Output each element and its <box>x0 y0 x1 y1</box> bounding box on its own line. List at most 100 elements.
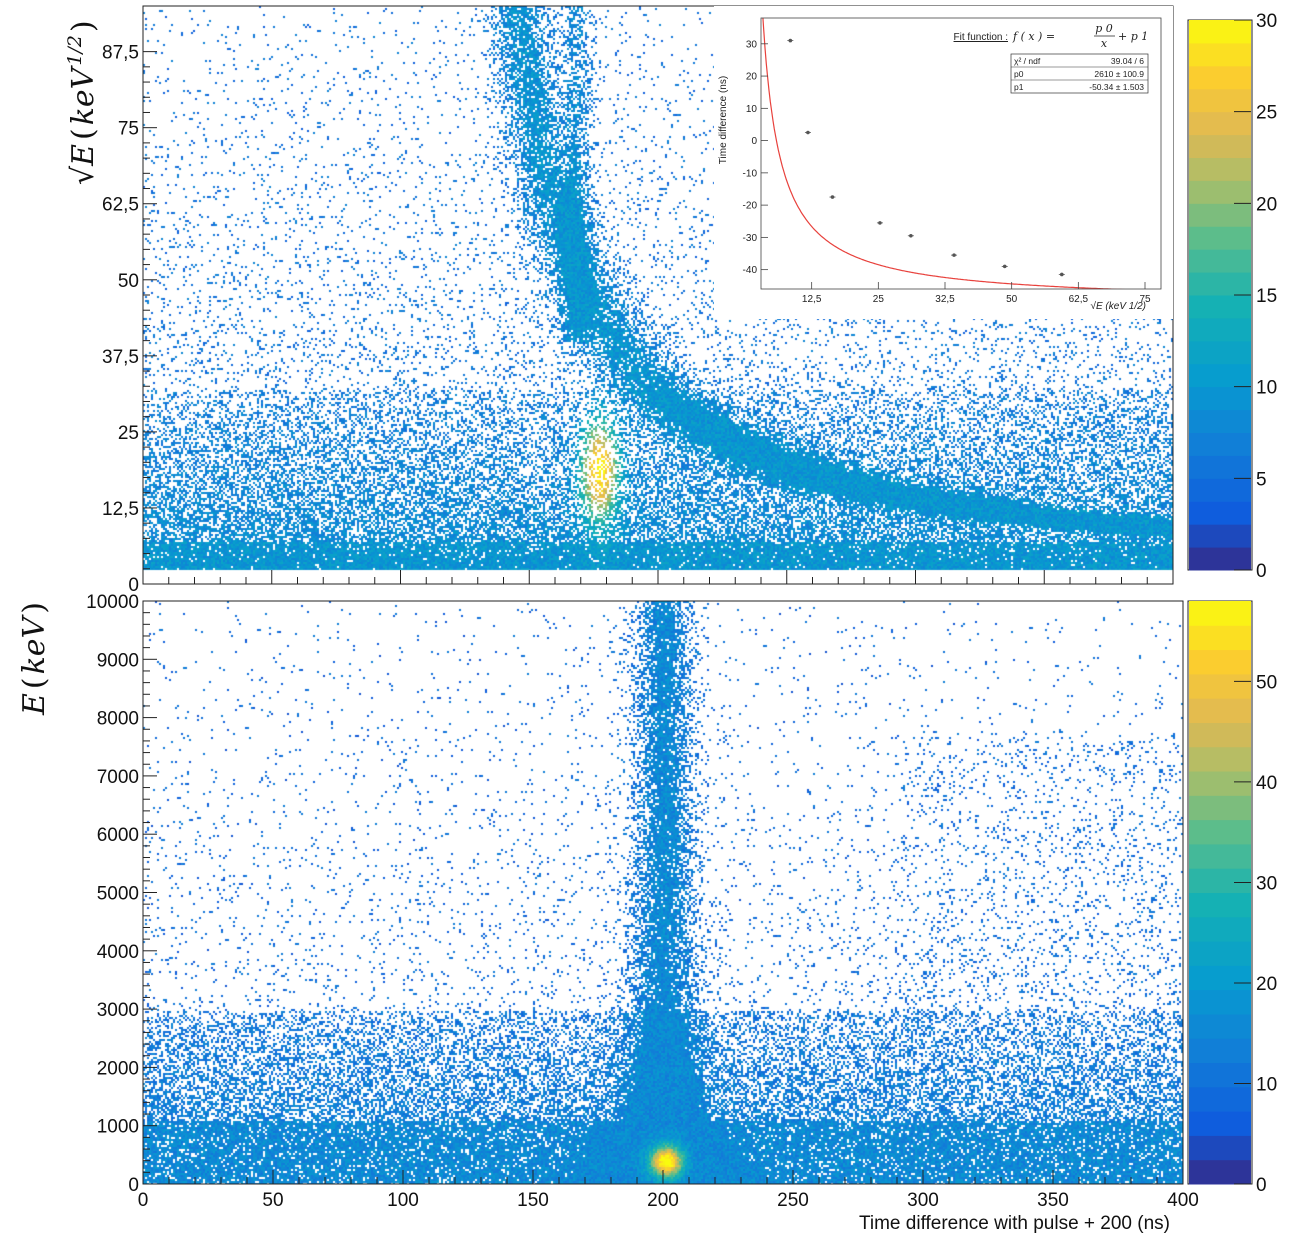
bottom-heatmap-area <box>143 601 1183 1184</box>
inset-y-axis-label: Time difference (ns) <box>718 76 729 164</box>
fit-formula-lhs: f ( x ) = <box>1012 30 1055 43</box>
fit-formula-denominator: x <box>1101 37 1108 50</box>
bottom-colorbar-band <box>1189 625 1251 651</box>
top-colorbar-band <box>1189 203 1251 227</box>
bottom-y-tick-label: 3000 <box>97 1000 139 1021</box>
bottom-x-tick-label: 300 <box>907 1190 939 1211</box>
top-colorbar-tick-label: 5 <box>1256 469 1267 490</box>
fit-formula-tail: + p 1 <box>1118 30 1148 43</box>
top-colorbar-band <box>1189 272 1251 296</box>
inset-data-points <box>787 38 1065 277</box>
top-colorbar-band <box>1189 317 1251 342</box>
inset-y-axis: 30 20 10 0 -10 -20 -30 -40 <box>743 39 768 276</box>
top-colorbar-band <box>1189 42 1251 67</box>
top-colorbar-band <box>1189 295 1251 319</box>
top-colorbar-tick-label: 0 <box>1256 561 1267 582</box>
inset-x-tick-label: 75 <box>1139 294 1151 305</box>
bottom-y-tick-label: 6000 <box>97 825 139 846</box>
bottom-y-tick-label: 7000 <box>97 767 139 788</box>
fit-inset: 30 20 10 0 -10 -20 -30 -40 12,5 25 32,5 50 62,5 75 T… <box>714 6 1173 319</box>
bottom-colorbar-band <box>1189 649 1251 675</box>
bottom-colorbar-band <box>1189 965 1251 991</box>
stats-box-frame <box>1010 53 1149 94</box>
bottom-y-axis: 0 1000 2000 3000 4000 5000 6000 7000 8000 9000 100… <box>86 592 157 1196</box>
inset-background <box>714 6 1173 319</box>
top-colorbar-band <box>1189 249 1251 273</box>
bottom-y-tick-label: 1000 <box>97 1117 139 1138</box>
stats-value-chi2: 39.04 / 6 <box>1111 56 1144 66</box>
top-y-tick-label: 87,5 <box>102 43 139 64</box>
top-colorbar-band <box>1189 20 1251 44</box>
inset-x-tick-label: 12,5 <box>802 294 822 305</box>
bottom-y-tick-label: 8000 <box>97 709 139 730</box>
fit-formula: Fit function : f ( x ) = p 0 x + p 1 <box>954 22 1149 50</box>
inset-x-tick-label: 32,5 <box>935 294 955 305</box>
top-y-axis-label-var: E <box>66 144 101 167</box>
bottom-y-tick-label: 9000 <box>97 650 139 671</box>
top-colorbar-band <box>1189 134 1251 158</box>
bottom-x-tick-label: 200 <box>647 1190 679 1211</box>
top-colorbar-band <box>1189 524 1251 548</box>
inset-x-axis-label: √E (keV 1/2) <box>1090 300 1146 312</box>
top-colorbar-tick-label: 30 <box>1256 11 1277 32</box>
bottom-colorbar-band <box>1189 819 1251 845</box>
inset-y-tick-label: 10 <box>746 104 758 115</box>
bottom-y-tick-label: 4000 <box>97 942 139 963</box>
top-colorbar-tick-label: 10 <box>1256 378 1277 399</box>
fit-formula-numerator: p 0 <box>1095 22 1113 35</box>
top-colorbar-band <box>1189 88 1251 113</box>
inset-x-axis: 12,5 25 32,5 50 62,5 75 <box>802 282 1151 305</box>
bottom-colorbar-tick-label: 40 <box>1256 773 1277 794</box>
fit-stats-box: χ² / ndf 39.04 / 6 p0 2610 ± 100.9 p1 -5… <box>1010 53 1149 94</box>
bottom-x-tick-label: 250 <box>777 1190 809 1211</box>
bottom-x-tick-label: 350 <box>1037 1190 1069 1211</box>
top-colorbar-band <box>1189 157 1251 181</box>
bottom-y-axis-label-unit: keV <box>17 613 52 674</box>
inset-y-tick-label: -10 <box>743 168 758 179</box>
bottom-colorbar-band <box>1189 673 1251 699</box>
top-colorbar-band <box>1189 363 1251 388</box>
bottom-colorbar-band <box>1189 771 1251 796</box>
bottom-x-axis: 0 50 100 150 200 250 300 350 400 <box>138 1170 1199 1211</box>
top-y-tick-label: 12,5 <box>102 499 139 520</box>
bottom-y-tick-label: 2000 <box>97 1058 139 1079</box>
inset-y-tick-label: 20 <box>746 72 758 83</box>
top-colorbar-tick-label: 25 <box>1256 103 1277 124</box>
top-colorbar-band <box>1189 547 1251 571</box>
stats-value-p0: 2610 ± 100.9 <box>1094 69 1144 79</box>
top-y-axis-label-exp: 1/2 <box>64 35 86 66</box>
top-y-axis-label-unit: keV <box>66 64 101 125</box>
top-colorbar-band <box>1189 226 1251 250</box>
top-colorbar-band <box>1189 180 1251 204</box>
stats-value-p1: -50.34 ± 1.503 <box>1089 82 1144 92</box>
top-colorbar: 0 5 10 15 20 25 30 <box>1187 11 1277 582</box>
bottom-colorbar-band <box>1189 746 1251 772</box>
bottom-colorbar-tick-label: 20 <box>1256 974 1277 995</box>
top-colorbar-band <box>1189 455 1251 479</box>
bottom-y-axis-label-var: E <box>17 693 52 716</box>
top-y-axis-label: √E(keV1/2) <box>64 20 101 185</box>
bottom-x-tick-label: 0 <box>138 1190 149 1211</box>
bottom-colorbar-band <box>1189 1086 1251 1112</box>
top-colorbar-band <box>1189 432 1251 456</box>
top-colorbar-band <box>1189 111 1251 136</box>
bottom-colorbar-band <box>1189 1013 1251 1039</box>
stats-name-p0: p0 <box>1014 69 1024 79</box>
bottom-x-tick-label: 100 <box>387 1190 419 1211</box>
bottom-y-tick-label: 0 <box>128 1175 139 1196</box>
bottom-x-tick-label: 400 <box>1167 1190 1199 1211</box>
bottom-x-axis-label: Time difference with pulse + 200 (ns) <box>859 1213 1170 1234</box>
bottom-y-axis-label: E(keV) <box>17 602 52 716</box>
inset-x-tick-label: 62,5 <box>1069 294 1089 305</box>
bottom-colorbar-band <box>1189 892 1251 918</box>
top-colorbar-band <box>1189 386 1251 411</box>
top-colorbar-band <box>1189 501 1251 525</box>
bottom-colorbar-band <box>1189 1038 1251 1064</box>
bottom-colorbar-band <box>1189 868 1251 893</box>
inset-y-tick-label: 0 <box>751 136 757 147</box>
stats-name-chi2: χ² / ndf <box>1014 56 1041 66</box>
top-y-tick-label: 37,5 <box>102 347 139 368</box>
inset-x-tick-label: 50 <box>1006 294 1018 305</box>
stats-name-p1: p1 <box>1014 82 1024 92</box>
bottom-y-tick-label: 5000 <box>97 884 139 905</box>
